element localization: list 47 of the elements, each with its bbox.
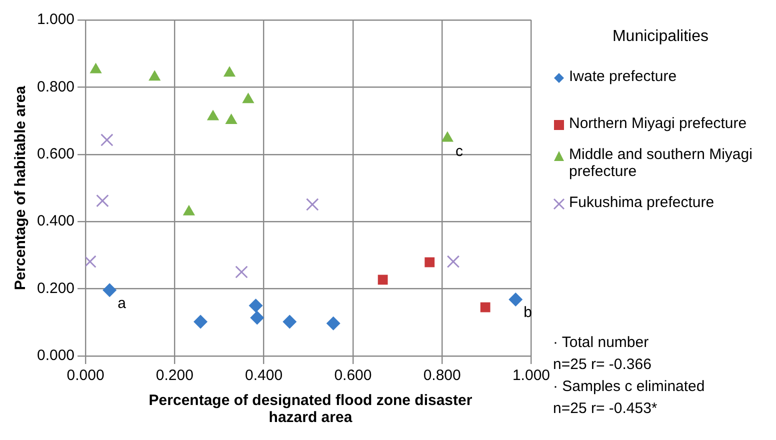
y-tick-label: 1.000: [36, 11, 75, 28]
y-tick-label: 0.800: [36, 78, 75, 96]
point: [194, 314, 208, 329]
y-axis-title: Percentage of habitable area: [12, 85, 30, 290]
x-tick-label: 0.200: [156, 367, 194, 384]
y-tick-label: 0.400: [36, 212, 75, 230]
point: [206, 110, 220, 120]
point: [100, 134, 114, 146]
y-tick-label: 0.000: [36, 347, 75, 364]
point: [223, 66, 236, 77]
legend-label: Northern Miyagi prefecture: [569, 115, 747, 132]
x-tick-label: 0.800: [423, 367, 461, 384]
point: [282, 314, 297, 329]
y-tick-label: 0.200: [36, 280, 75, 297]
annotation: b: [524, 304, 532, 322]
x-tick-label: 0.000: [66, 367, 104, 384]
x-axis-title: Percentage of designated flood zone disaster hazard area: [148, 392, 474, 426]
y-tick-label: 0.600: [36, 146, 75, 163]
point: [225, 113, 238, 124]
point: [90, 62, 102, 74]
legend-title: Municipalities: [611, 28, 710, 46]
point: [102, 283, 117, 298]
point: [248, 298, 263, 313]
x-tick-label: 1.000: [512, 367, 550, 384]
point: [441, 131, 454, 142]
point: [306, 198, 319, 211]
point: [96, 194, 109, 208]
x-tick-label: 0.400: [245, 367, 283, 384]
point: [446, 255, 460, 268]
text: · Total number n=25 r= -0.366: [553, 333, 652, 375]
point: [242, 92, 254, 104]
annotation: c: [455, 142, 464, 160]
point: [480, 302, 490, 312]
point: [378, 274, 388, 285]
x-tick-label: 0.600: [334, 367, 372, 384]
point: [508, 292, 523, 307]
point: [148, 70, 161, 81]
point: [250, 310, 264, 325]
legend-label: Middle and southern Miyagi prefecture: [569, 146, 754, 180]
point: [326, 316, 340, 330]
legend-label: Fukushima prefecture: [569, 194, 714, 211]
legend-label: Iwate prefecture: [569, 68, 677, 85]
point: [182, 204, 195, 216]
text: · Samples c eliminated n=25 r= -0.453*: [553, 377, 706, 419]
point: [424, 257, 435, 268]
annotation: a: [118, 294, 127, 312]
point: [235, 266, 248, 278]
